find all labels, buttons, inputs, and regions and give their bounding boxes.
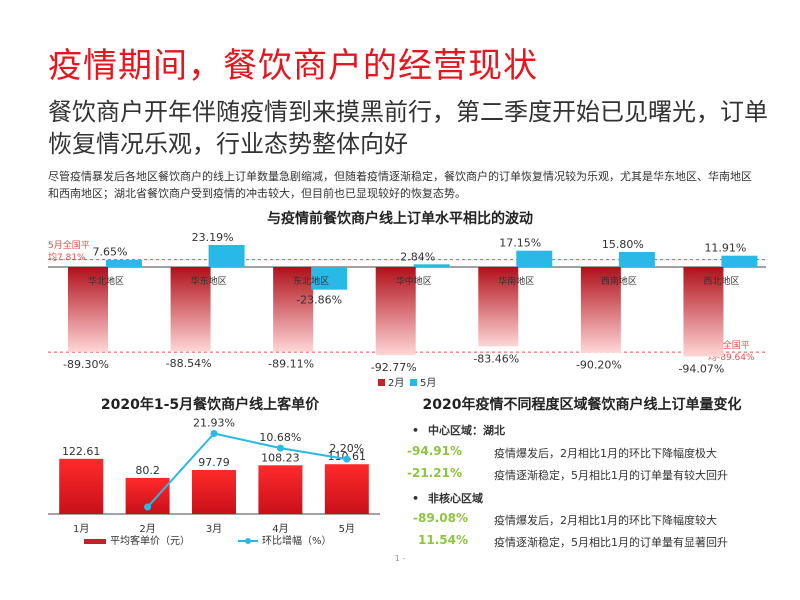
- data-label-price: 122.61: [62, 445, 101, 458]
- bar-unit-price: [59, 458, 104, 514]
- data-label-growth: 21.93%: [193, 416, 235, 429]
- legend-label-may: 5月: [420, 377, 436, 389]
- data-label-price: 97.79: [198, 456, 230, 469]
- page-subtitle: 餐饮商户开年伴随疫情到来摸黑前行，第二季度开始已见曙光，订单恢复情况乐观，行业态…: [48, 98, 768, 158]
- growth-point: [343, 455, 351, 463]
- stat-text: 疫情爆发后，2月相比1月的环比下降幅度极大: [494, 447, 717, 460]
- bar-feb: [580, 267, 621, 353]
- data-label-feb: -90.20%: [576, 359, 622, 372]
- bar-unit-price: [258, 465, 303, 514]
- region-panel-title: 2020年疫情不同程度区域餐饮商户线上订单量变化: [422, 397, 742, 413]
- category-label: 西南地区: [601, 275, 637, 287]
- stat-text: 疫情逐渐稳定，5月相比1月的订单量有显著回升: [494, 536, 728, 549]
- bar-feb: [478, 267, 519, 347]
- bar-feb: [273, 267, 314, 352]
- legend-label-price: 平均客单价（元）: [110, 534, 190, 547]
- growth-point: [144, 503, 152, 511]
- data-label-may: 17.15%: [499, 237, 541, 250]
- regional-order-chart: 5月全国平均7.81%2月全国平均-89.64%华北地区-89.30%7.65%…: [48, 231, 766, 389]
- bar-unit-price: [324, 464, 369, 514]
- bar-unit-price: [192, 469, 236, 514]
- section-heading-noncore: • 非核心区域: [412, 490, 483, 506]
- stat-text: 疫情逐渐稳定，5月相比1月的订单量有较大回升: [494, 469, 728, 482]
- growth-point: [276, 444, 284, 452]
- bar-may: [721, 255, 758, 267]
- section-heading-label: 非核心区域: [428, 492, 483, 505]
- bar-feb: [375, 267, 416, 356]
- bar-may: [311, 267, 348, 290]
- data-label-price: 80.2: [135, 464, 160, 477]
- legend-swatch-growth-dot: [245, 538, 251, 544]
- legend-label-feb: 2月: [388, 377, 404, 389]
- page-number: 1 -: [394, 554, 406, 563]
- regional-chart-title: 与疫情前餐饮商户线上订单水平相比的波动: [267, 211, 533, 227]
- reference-label: 5月全国平: [48, 239, 90, 251]
- data-label-price: 108.23: [261, 451, 300, 464]
- category-label: 华北地区: [88, 275, 124, 287]
- stat-value: 11.54%: [418, 533, 468, 547]
- data-label-growth: 2.20%: [329, 442, 364, 455]
- bullet-icon: •: [412, 492, 420, 505]
- data-label-may: 7.65%: [93, 246, 128, 259]
- stat-value: -21.21%: [407, 466, 462, 480]
- reference-label: 均7.81%: [48, 251, 86, 263]
- growth-point: [210, 429, 218, 437]
- legend-swatch-price: [84, 539, 106, 544]
- category-label: 4月: [272, 523, 288, 535]
- legend-swatch-feb: [378, 379, 385, 386]
- unit-price-chart: 122.611月80.22月97.793月108.234月110.615月21.…: [48, 416, 380, 547]
- section-heading-label: 中心区域：湖北: [428, 424, 505, 437]
- data-label-may: 23.19%: [192, 231, 234, 244]
- growth-line: [146, 432, 347, 508]
- data-label-feb: -89.11%: [268, 358, 314, 371]
- section-heading-core: • 中心区域：湖北: [412, 422, 505, 438]
- stat-text: 疫情爆发后，2月相比1月的环比下降幅度较大: [494, 514, 717, 527]
- data-label-feb: -83.46%: [473, 352, 519, 365]
- bar-feb: [68, 267, 108, 352]
- category-label: 华南地区: [498, 275, 534, 287]
- bar-may: [516, 250, 553, 267]
- page-title: 疫情期间，餐饮商户的经营现状: [48, 46, 538, 86]
- category-label: 华中地区: [396, 275, 432, 287]
- category-label: 西北地区: [703, 275, 739, 287]
- category-label: 1月: [73, 523, 89, 535]
- category-label: 3月: [206, 523, 222, 535]
- stat-value: -94.91%: [407, 444, 462, 458]
- bullet-icon: •: [412, 424, 420, 437]
- data-label-feb: -89.30%: [63, 358, 109, 371]
- category-label: 5月: [339, 523, 355, 535]
- bar-may: [413, 264, 450, 267]
- category-label: 2月: [139, 523, 155, 535]
- data-label-feb: -94.07%: [678, 362, 724, 375]
- data-label-feb: -88.54%: [166, 357, 212, 370]
- bar-may: [106, 259, 142, 267]
- bar-may: [618, 251, 655, 267]
- category-label: 东北地区: [293, 275, 329, 287]
- bar-may: [208, 244, 245, 267]
- data-label-growth: 10.68%: [259, 431, 301, 444]
- data-label-may: -23.86%: [296, 294, 342, 307]
- data-label-feb: -92.77%: [371, 361, 417, 374]
- page-description: 尽管疫情暴发后各地区餐饮商户的线上订单数量急剧缩减，但随着疫情逐渐稳定，餐饮商户…: [48, 170, 752, 200]
- data-label-may: 11.91%: [704, 242, 746, 255]
- category-label: 华东地区: [191, 275, 227, 287]
- stat-value: -89.08%: [413, 511, 468, 525]
- legend-swatch-may: [410, 379, 417, 386]
- data-label-may: 2.84%: [400, 250, 435, 263]
- bar-feb: [683, 267, 724, 357]
- legend-label-growth: 环比增幅（%）: [262, 534, 332, 547]
- unit-price-chart-title: 2020年1-5月餐饮商户线上客单价: [100, 397, 320, 413]
- data-label-may: 15.80%: [602, 238, 644, 251]
- bar-feb: [170, 267, 211, 352]
